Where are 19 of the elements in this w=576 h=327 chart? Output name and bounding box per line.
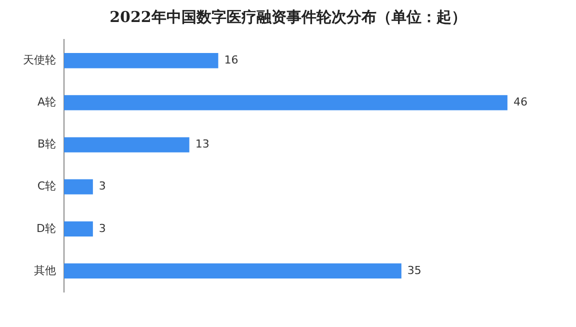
data-label: 13 (195, 138, 210, 151)
y-tick-label: D轮 (36, 222, 56, 235)
bar (64, 95, 508, 110)
y-tick-label: 其他 (34, 264, 56, 277)
data-label: 16 (224, 53, 238, 66)
chart-title: 2022年中国数字医疗融资事件轮次分布（单位：起） (108, 7, 468, 28)
y-tick-label: C轮 (37, 180, 56, 193)
data-label: 35 (407, 264, 422, 277)
data-label: 3 (98, 180, 106, 193)
y-tick-label: B轮 (37, 138, 56, 151)
bar (64, 263, 402, 279)
bar (64, 137, 190, 152)
data-label: 46 (513, 96, 528, 109)
bar (64, 221, 93, 236)
bar (64, 53, 218, 68)
y-tick-label: 天使轮 (23, 53, 56, 66)
bar (64, 179, 93, 194)
y-tick-label: A轮 (37, 96, 56, 109)
data-label: 3 (98, 222, 106, 235)
